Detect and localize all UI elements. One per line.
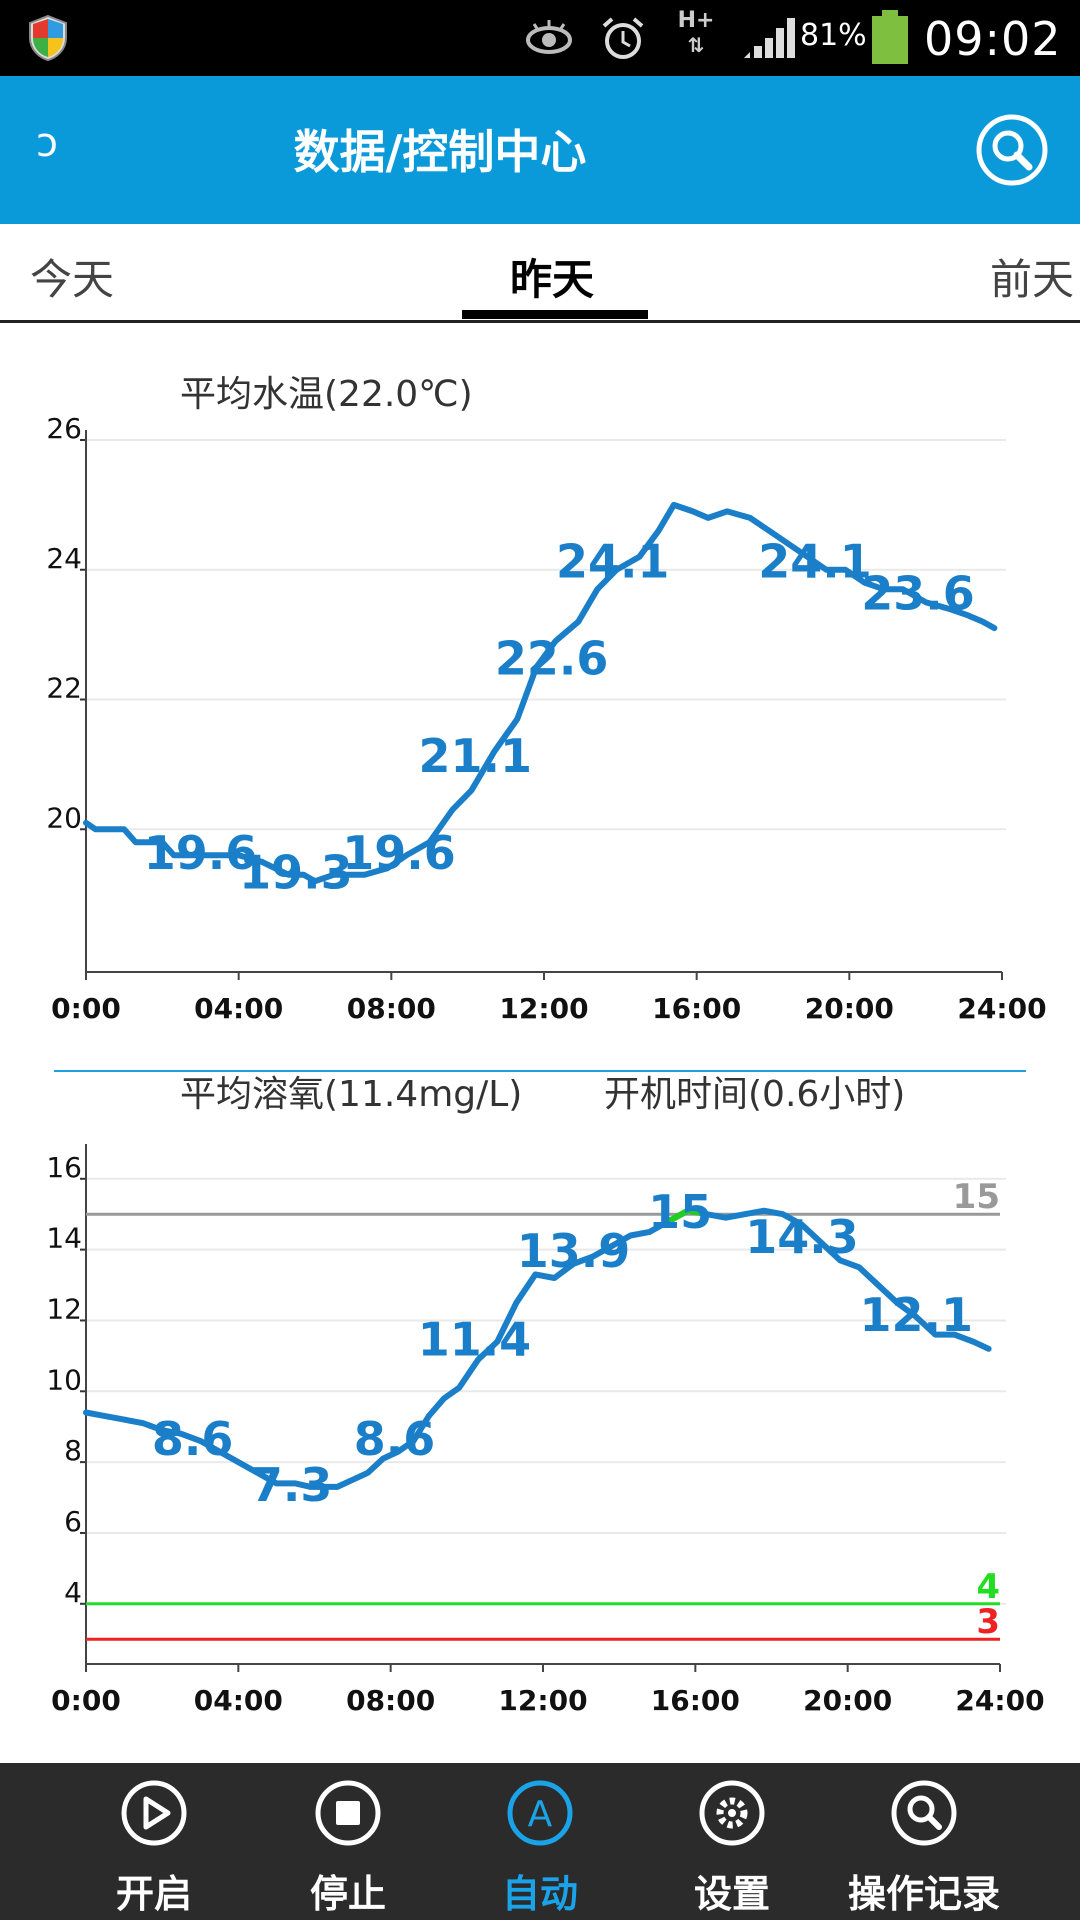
series-line (83, 501, 998, 885)
gear-icon (699, 1780, 765, 1846)
app-bar: ↄ 数据/控制中心 (0, 76, 1080, 224)
nav-label: 停止 (309, 1872, 386, 1916)
y-tick-label: 22 (46, 672, 82, 705)
tab-day-before[interactable]: 前天 (990, 255, 1075, 304)
nav-start-button[interactable]: 开启 (64, 1763, 244, 1920)
oxygen-chart-svg: 平均溶氧(11.4mg/L) 开机时间(0.6小时) 4 6 8 10 12 14 16 0:… (46, 1074, 1044, 1717)
y-tick-label: 12 (46, 1292, 82, 1325)
clock: 09:02 (924, 12, 1062, 66)
reference-line-label: 3 (976, 1602, 1000, 1642)
temperature-chart: 平均水温(22.0℃) 20 22 24 26 0:00 04:00 08:00 12:00 1… (0, 330, 1080, 1050)
tab-yesterday[interactable]: 昨天 (510, 255, 595, 304)
y-tick-label: 8 (64, 1434, 82, 1467)
data-label: 19.6 (144, 826, 258, 880)
x-tick-label: 24:00 (957, 992, 1046, 1025)
x-tick-label: 08:00 (346, 1684, 435, 1717)
y-tick-label: 10 (46, 1363, 82, 1396)
x-tick-label: 24:00 (955, 1684, 1044, 1717)
y-tick-label: 14 (46, 1222, 82, 1255)
nav-settings-button[interactable]: 设置 (642, 1763, 822, 1920)
x-tick-label: 16:00 (652, 992, 741, 1025)
y-tick-label: 16 (46, 1151, 82, 1184)
svg-text:A: A (528, 1794, 553, 1835)
network-label: H+ (677, 8, 715, 33)
x-tick-label: 08:00 (347, 992, 436, 1025)
stop-icon (315, 1780, 381, 1846)
back-icon[interactable]: ↄ (36, 120, 58, 166)
status-bar: H+ ⇅ 81% 09:02 (0, 0, 1080, 76)
shield-icon (29, 14, 67, 62)
x-tick-label: 12:00 (499, 992, 588, 1025)
chart-divider (54, 1070, 1026, 1072)
y-tick-label: 26 (46, 412, 82, 445)
bottom-nav: 开启 停止 A 自动 设置 操作记录 (0, 1763, 1080, 1920)
x-tick-label: 0:00 (51, 1684, 121, 1717)
data-label: 8.6 (354, 1412, 436, 1466)
y-tick-label: 6 (64, 1505, 82, 1538)
search-log-icon (891, 1780, 957, 1846)
x-tick-label: 04:00 (194, 1684, 283, 1717)
data-label: 11.4 (418, 1313, 532, 1367)
tab-indicator (462, 310, 648, 319)
data-label: 12.1 (859, 1288, 973, 1342)
data-label: 19.3 (239, 846, 353, 900)
y-tick-label: 24 (46, 542, 82, 575)
reference-line-label: 15 (953, 1177, 1000, 1217)
temperature-chart-svg: 平均水温(22.0℃) 20 22 24 26 0:00 04:00 08:00 12:00 1… (46, 374, 1046, 1025)
chart-title: 平均水温(22.0℃) (180, 374, 473, 415)
alarm-icon (602, 17, 644, 59)
auto-a-icon: A (507, 1780, 573, 1846)
data-label: 19.6 (342, 826, 456, 880)
data-label: 22.6 (495, 632, 609, 686)
search-icon[interactable] (976, 114, 1048, 186)
eye-icon (526, 20, 572, 54)
data-label: 15 (648, 1185, 712, 1239)
battery-percent: 81% (800, 18, 867, 53)
nav-label: 设置 (693, 1872, 770, 1916)
data-label: 21.1 (419, 729, 533, 783)
nav-auto-button[interactable]: A 自动 (450, 1763, 630, 1920)
day-tabs: 今天 昨天 前天 (0, 224, 1080, 323)
y-tick-label: 4 (64, 1576, 82, 1609)
nav-label: 开启 (115, 1872, 192, 1916)
x-tick-label: 20:00 (803, 1684, 892, 1717)
oxygen-chart: 平均溶氧(11.4mg/L) 开机时间(0.6小时) 4 6 8 10 12 14 16 0:… (0, 1072, 1080, 1732)
y-tick-label: 20 (46, 801, 82, 834)
tab-today[interactable]: 今天 (30, 255, 115, 304)
data-label: 23.6 (861, 567, 975, 621)
x-tick-label: 16:00 (651, 1684, 740, 1717)
data-label: 24.1 (556, 534, 670, 588)
data-label: 7.3 (251, 1458, 333, 1512)
data-label: 8.6 (152, 1412, 234, 1466)
x-tick-label: 12:00 (498, 1684, 587, 1717)
network-h-plus-icon: H+ ⇅ (677, 8, 715, 57)
x-tick-label: 20:00 (805, 992, 894, 1025)
data-label: 24.1 (758, 534, 872, 588)
x-tick-label: 04:00 (194, 992, 283, 1025)
nav-stop-button[interactable]: 停止 (258, 1763, 438, 1920)
signal-icon (744, 18, 795, 58)
series-line (83, 1207, 992, 1490)
battery-icon (872, 10, 908, 64)
page-title: 数据/控制中心 (293, 125, 587, 179)
play-icon (121, 1780, 187, 1846)
nav-log-button[interactable]: 操作记录 (834, 1763, 1014, 1920)
highlight-segment (667, 1207, 708, 1224)
data-label: 13.9 (517, 1224, 631, 1278)
x-tick-label: 0:00 (51, 992, 121, 1025)
reference-line-label: 4 (976, 1567, 1000, 1607)
nav-label: 操作记录 (847, 1872, 1000, 1916)
data-label: 14.3 (745, 1210, 859, 1264)
chart-title: 平均溶氧(11.4mg/L) (180, 1074, 522, 1115)
nav-label: 自动 (501, 1872, 578, 1916)
runtime-label: 开机时间(0.6小时) (604, 1074, 905, 1115)
